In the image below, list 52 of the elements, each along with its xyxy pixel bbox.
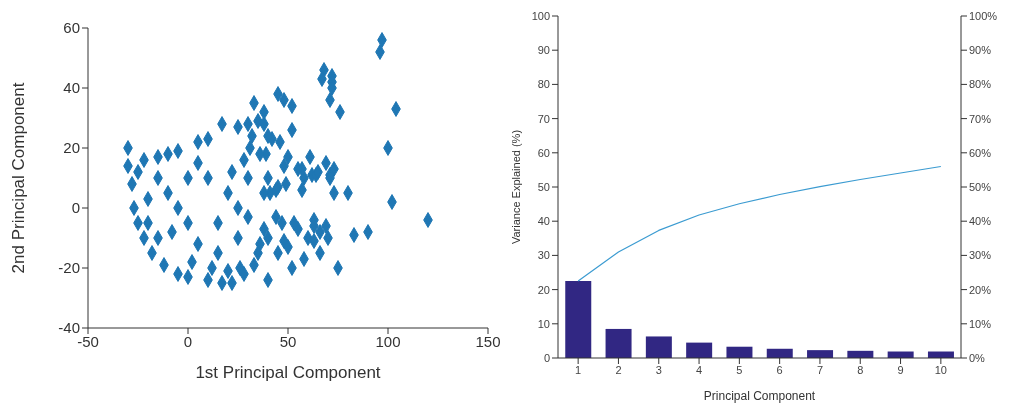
- y2-tick-label: 20%: [969, 283, 992, 296]
- y-tick-label: 80: [537, 78, 550, 91]
- x-tick-label: 5: [736, 363, 743, 376]
- x-tick-label: 6: [776, 363, 783, 376]
- x-tick-label: 9: [897, 363, 904, 376]
- y-tick-label: 40: [63, 79, 80, 97]
- y-tick-label: 20: [63, 139, 80, 157]
- y-tick-label: 30: [537, 249, 550, 262]
- y-tick-label: -40: [58, 319, 80, 337]
- y-tick-label: -20: [58, 259, 80, 277]
- y-axis-title: 2nd Principal Component: [9, 82, 29, 274]
- y-tick-label: 40: [537, 215, 550, 228]
- x-tick-label: 1: [575, 363, 582, 376]
- y2-tick-label: 60%: [969, 146, 992, 159]
- y2-tick-label: 50%: [969, 180, 992, 193]
- x-tick-label: 0: [183, 332, 193, 350]
- bar: [565, 281, 592, 358]
- x-tick-label: -50: [77, 332, 99, 350]
- x-tick-label: 7: [816, 363, 824, 376]
- y-tick-label: 60: [63, 19, 80, 37]
- y-tick-label: 20: [537, 283, 550, 296]
- y-tick-label: 100: [531, 9, 550, 22]
- x-tick-label: 2: [615, 363, 622, 376]
- x-tick-label: 4: [695, 363, 703, 376]
- y-tick-label: 10: [537, 317, 550, 330]
- line-series: [577, 165, 942, 282]
- y-tick-label: 90: [537, 44, 550, 57]
- x-tick-label: 3: [655, 363, 662, 376]
- y-tick-label: 50: [537, 180, 550, 193]
- x-tick-label: 8: [857, 363, 864, 376]
- y2-tick-label: 10%: [969, 317, 992, 330]
- y2-tick-label: 90%: [969, 44, 992, 57]
- y-tick-label: 70: [537, 112, 550, 125]
- y2-tick-label: 80%: [969, 78, 992, 91]
- bar: [645, 336, 672, 358]
- bar: [686, 342, 713, 358]
- x-axis-title: 1st Principal Component: [195, 363, 381, 382]
- y-tick-label: 60: [537, 146, 550, 159]
- y-axis-title: Variance Explained (%): [509, 129, 522, 245]
- y-tick-label: 0: [71, 199, 80, 217]
- y2-tick-label: 40%: [969, 215, 992, 228]
- bar: [605, 328, 632, 358]
- x-tick-label: 150: [475, 332, 501, 350]
- x-axis-title: Principal Component: [703, 389, 816, 403]
- y2-tick-label: 70%: [969, 112, 992, 125]
- y2-tick-label: 0%: [969, 351, 986, 364]
- y2-tick-label: 30%: [969, 249, 992, 262]
- x-tick-label: 50: [279, 332, 297, 350]
- y-tick-label: 0: [543, 351, 550, 364]
- x-tick-label: 10: [934, 363, 947, 376]
- y2-tick-label: 100%: [969, 9, 998, 22]
- x-tick-label: 100: [375, 332, 401, 350]
